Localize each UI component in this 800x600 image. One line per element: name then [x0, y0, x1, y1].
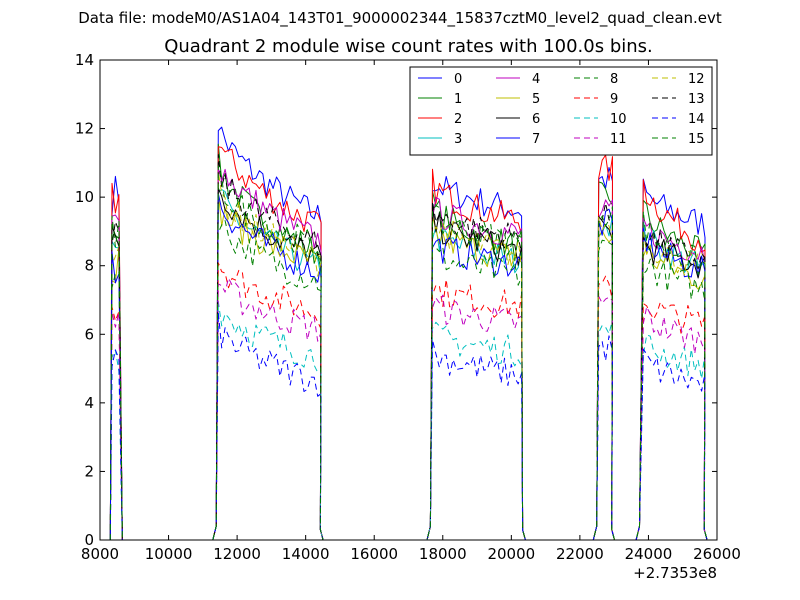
y-tick-label: 10 — [75, 188, 94, 206]
legend-label-2: 2 — [454, 112, 462, 127]
x-tick-label: 20000 — [487, 545, 535, 563]
x-tick-label: 22000 — [556, 545, 604, 563]
y-tick-label: 0 — [84, 531, 94, 549]
series-line-0 — [109, 126, 708, 541]
legend-label-7: 7 — [532, 132, 540, 147]
x-tick-label: 10000 — [145, 545, 193, 563]
x-offset-label: +2.7353e8 — [633, 564, 717, 582]
legend-label-0: 0 — [454, 72, 462, 87]
series-line-10 — [109, 301, 708, 541]
series-line-4 — [109, 167, 708, 541]
x-tick-label: 8000 — [81, 545, 119, 563]
series-line-5 — [109, 192, 708, 541]
y-tick-label: 12 — [75, 120, 94, 138]
x-tick-label: 18000 — [419, 545, 467, 563]
x-tick-label: 14000 — [282, 545, 330, 563]
x-tick-label: 12000 — [213, 545, 261, 563]
x-tick-label: 26000 — [693, 545, 741, 563]
legend-label-1: 1 — [454, 92, 462, 107]
y-tick-label: 4 — [84, 394, 94, 412]
series-line-1 — [109, 143, 708, 541]
series-line-2 — [109, 146, 708, 541]
series-line-14 — [109, 312, 708, 541]
series-line-12 — [109, 171, 708, 541]
axis-ticks: 8000 10000 12000 14000 16000 18000 20000 22000 2… — [75, 51, 741, 563]
y-tick-label: 2 — [84, 462, 94, 480]
figure-suptitle: Data file: modeM0/AS1A04_143T01_90000023… — [78, 9, 722, 27]
legend-label-8: 8 — [610, 72, 618, 87]
plot-lines — [109, 126, 708, 541]
series-line-15 — [109, 165, 708, 541]
legend-label-4: 4 — [532, 72, 540, 87]
legend-label-5: 5 — [532, 92, 540, 107]
legend-label-15: 15 — [688, 132, 705, 147]
chart-title: Quadrant 2 module wise count rates with … — [164, 36, 653, 57]
series-line-6 — [109, 187, 708, 541]
legend-label-9: 9 — [610, 92, 618, 107]
y-tick-label: 14 — [75, 51, 94, 69]
series-line-7 — [109, 193, 708, 541]
legend-label-3: 3 — [454, 132, 462, 147]
x-tick-label: 24000 — [625, 545, 673, 563]
series-line-3 — [109, 189, 708, 541]
y-tick-label: 6 — [84, 325, 94, 343]
series-line-13 — [109, 154, 708, 541]
series-line-8 — [109, 220, 708, 541]
legend-label-11: 11 — [610, 132, 627, 147]
y-tick-label: 8 — [84, 257, 94, 275]
legend-label-10: 10 — [610, 112, 627, 127]
x-tick-label: 16000 — [350, 545, 398, 563]
legend-label-14: 14 — [688, 112, 705, 127]
series-line-9 — [109, 262, 708, 541]
legend-box — [409, 66, 713, 156]
legend-label-6: 6 — [532, 112, 540, 127]
series-line-11 — [109, 277, 708, 541]
legend-label-12: 12 — [688, 72, 705, 87]
plot-frame — [99, 59, 718, 541]
legend-label-13: 13 — [688, 92, 705, 107]
